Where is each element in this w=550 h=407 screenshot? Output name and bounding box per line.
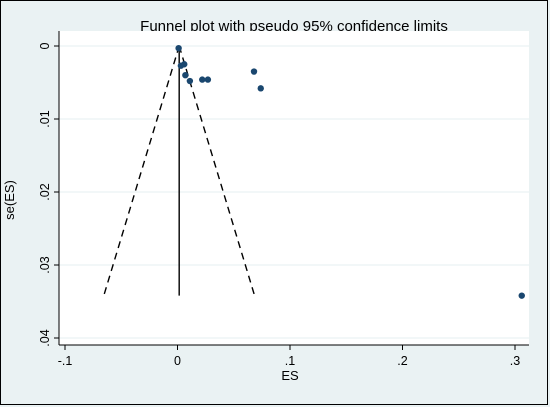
plot-area [59,31,529,345]
y-tick-label: 0 [38,42,52,49]
data-points [175,44,525,299]
data-point [518,292,525,299]
x-tick-label: .1 [285,354,295,368]
upper-confidence-limit-line [178,45,256,296]
data-point [182,72,189,79]
data-point [175,44,182,52]
data-point [181,61,188,68]
y-tick-label: .03 [38,256,52,273]
x-tick-label: .2 [397,354,407,368]
data-point [204,76,212,83]
funnel-lines [103,45,256,296]
x-axis-title: ES [281,368,299,383]
x-tick-label: .3 [510,354,520,368]
axes: 0 .01 .02 .03 .04 -.1 0 .1 .2 .3 [38,31,529,368]
y-tick-label: .02 [38,183,52,200]
x-tick-label: 0 [174,354,181,368]
x-tick-label: -.1 [58,354,73,368]
y-tick-label: .04 [38,329,52,346]
chart-title: Funnel plot with pseudo 95% confidence l… [140,18,448,35]
data-point [257,85,264,92]
lower-confidence-limit-line [103,45,180,296]
data-point [199,76,206,83]
y-tick-label: .01 [38,110,52,127]
data-point [186,77,194,85]
data-point [250,68,258,75]
grid-lines [59,45,529,339]
y-axis-title: se(ES) [2,180,17,220]
